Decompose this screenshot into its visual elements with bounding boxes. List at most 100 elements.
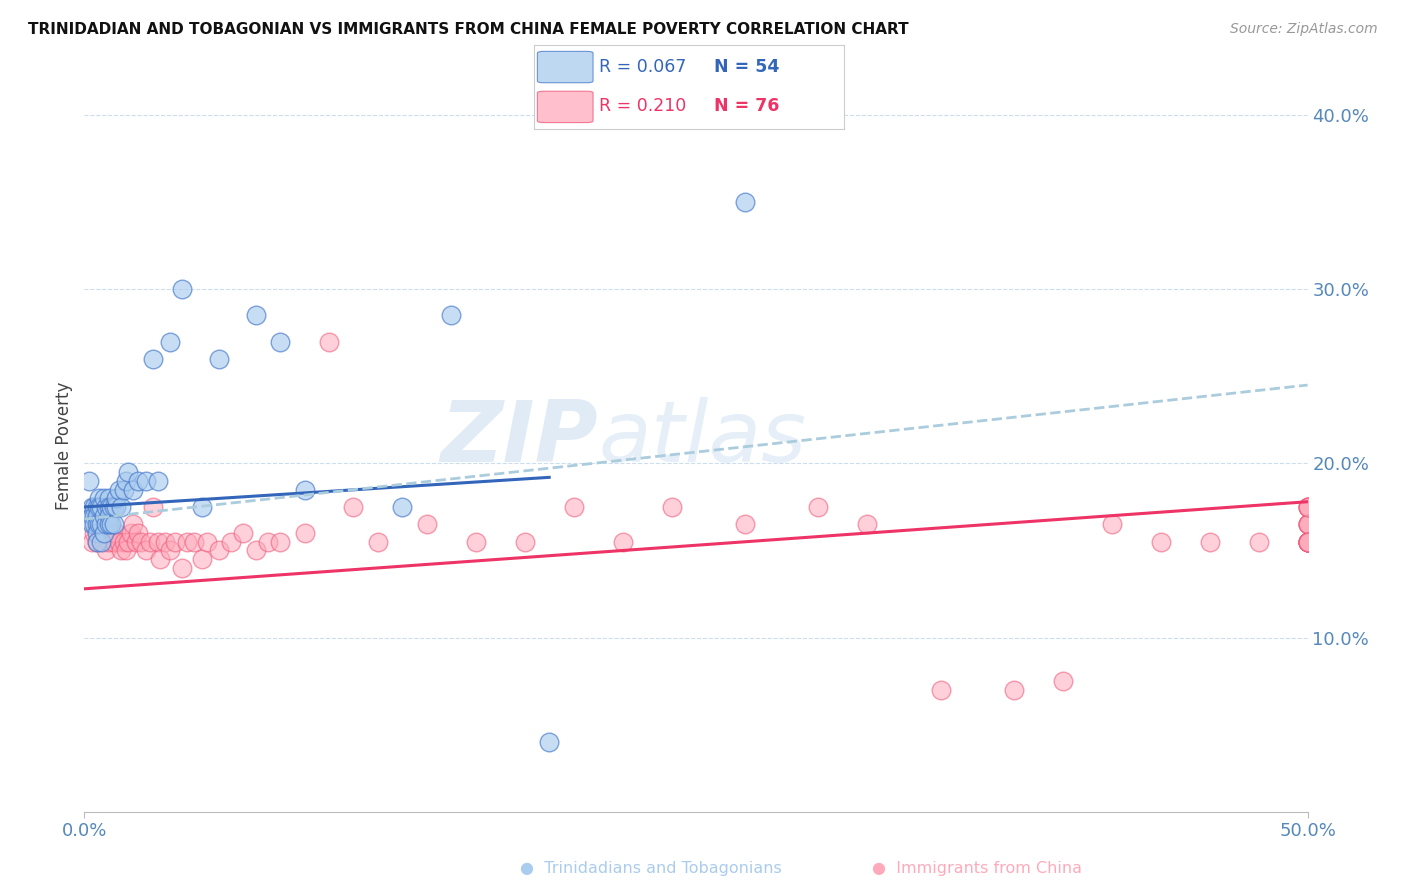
Point [257,534,280,549]
Point [97,534,120,549]
Point [191,500,214,514]
Point [464,534,486,549]
Point [90,500,112,514]
Point [1296,517,1319,532]
Point [112,534,135,549]
Point [93,491,115,506]
Point [1296,534,1319,549]
Point [929,682,952,697]
Point [172,561,194,575]
Point [127,474,149,488]
Text: TRINIDADIAN AND TOBAGONIAN VS IMMIGRANTS FROM CHINA FEMALE POVERTY CORRELATION C: TRINIDADIAN AND TOBAGONIAN VS IMMIGRANTS… [28,22,908,37]
Point [93,508,115,523]
Point [80,534,103,549]
Point [1296,500,1319,514]
Point [245,543,267,558]
Point [1296,517,1319,532]
Point [86,517,108,532]
Point [115,543,138,558]
Point [146,534,169,549]
Point [93,534,115,549]
Point [1296,534,1319,549]
Point [97,517,120,532]
Point [1296,534,1319,549]
Point [83,508,105,523]
Y-axis label: Female Poverty: Female Poverty [55,382,73,510]
Point [163,534,186,549]
Point [1296,534,1319,549]
Point [191,552,214,566]
Point [416,517,439,532]
Point [105,491,128,506]
Point [1296,500,1319,514]
Text: N = 76: N = 76 [714,97,779,115]
Point [86,534,108,549]
Point [90,534,112,549]
Point [80,500,103,514]
Point [100,517,122,532]
Point [294,483,316,497]
Point [538,735,561,749]
Point [269,534,291,549]
Point [93,526,115,541]
Point [1296,534,1319,549]
Point [734,517,756,532]
Text: ●  Trinidadians and Tobagonians: ● Trinidadians and Tobagonians [520,862,782,876]
Point [1296,534,1319,549]
Point [100,500,122,514]
Point [87,491,110,506]
Point [103,500,125,514]
Point [135,474,157,488]
Text: ZIP: ZIP [440,397,598,480]
Point [96,543,118,558]
Point [1002,682,1025,697]
Point [122,517,145,532]
Point [1296,517,1319,532]
Text: N = 54: N = 54 [714,58,779,76]
Point [232,526,254,541]
Point [342,500,364,514]
Point [149,552,172,566]
Point [83,500,105,514]
Point [117,465,139,479]
Point [367,534,389,549]
Text: ●  Immigrants from China: ● Immigrants from China [872,862,1081,876]
Point [127,526,149,541]
Point [87,517,110,532]
Point [562,500,585,514]
Point [117,534,139,549]
Point [83,526,105,541]
Point [172,282,194,296]
Point [269,334,291,349]
Point [115,474,138,488]
Point [97,491,120,506]
Point [87,500,110,514]
Text: R = 0.210: R = 0.210 [599,97,686,115]
Point [86,500,108,514]
Point [80,517,103,532]
Point [612,534,634,549]
Point [159,334,181,349]
Point [195,534,218,549]
Point [96,500,118,514]
Point [318,334,340,349]
Point [1052,674,1074,689]
Point [103,534,125,549]
Point [77,474,100,488]
Point [661,500,683,514]
Point [105,526,128,541]
Point [110,543,132,558]
Point [159,543,181,558]
Point [86,508,108,523]
Point [1296,500,1319,514]
Point [146,474,169,488]
Point [105,500,128,514]
Point [87,517,110,532]
Point [139,534,162,549]
Point [734,195,756,210]
Point [208,351,231,366]
Point [96,517,118,532]
Point [107,483,129,497]
Text: atlas: atlas [598,397,806,480]
Point [856,517,879,532]
